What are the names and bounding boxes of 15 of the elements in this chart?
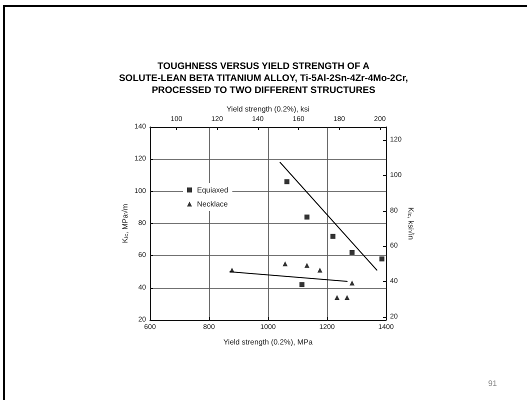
point [304,214,310,220]
point [230,268,235,273]
point [284,179,290,184]
point [282,261,288,266]
point [317,268,322,273]
text: 91 [488,379,497,388]
point [299,282,304,288]
point [379,256,384,262]
point [330,234,336,239]
point [304,262,310,268]
chart-title: TOUGHNESS VERSUS YIELD STRENGTH OF A SOLUTE-LEAN BETA TITANIUM ALLOY, Ti-5Al-2Sn-4Zr-4Mo-2Cr, PROCESSED TO TWO DIFFERENT STRUCTURES [118,61,410,97]
point [334,294,340,300]
point [350,280,355,286]
point [350,250,355,255]
point [344,294,350,300]
